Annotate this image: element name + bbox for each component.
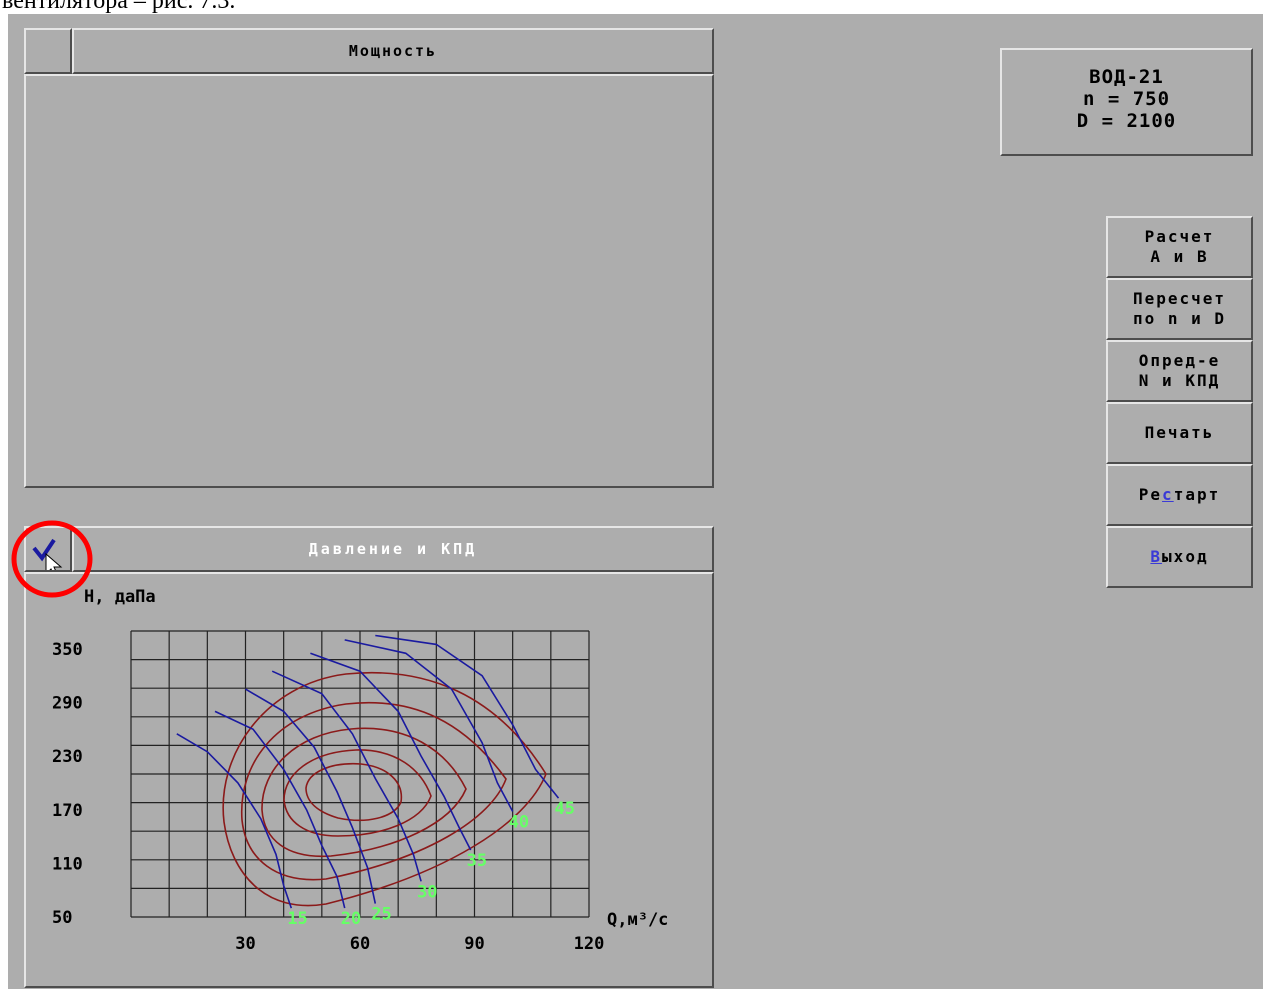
- efficiency-contour-4: [283, 749, 432, 837]
- recalc-label-2: по n и D: [1132, 309, 1227, 328]
- fan-speed: n = 750: [1082, 88, 1171, 110]
- curve-label-30: 30: [417, 882, 437, 902]
- x-tick-label: 60: [350, 934, 370, 954]
- pressure-panel-toggle[interactable]: [24, 526, 72, 572]
- mouse-cursor-icon: [45, 552, 63, 570]
- y-tick-label: 230: [52, 747, 83, 767]
- pressure-curve-45: [375, 634, 560, 799]
- chart-grid: [130, 630, 590, 918]
- program-screen: Мощность ВОД-21 n = 750 D = 2100 Расчет …: [8, 14, 1263, 989]
- curve-label-35: 35: [467, 851, 487, 871]
- efficiency-contour-1: [222, 671, 547, 907]
- fan-diameter: D = 2100: [1076, 110, 1177, 132]
- y-tick-label: 110: [52, 854, 83, 874]
- recalc-button[interactable]: Пересчет по n и D: [1106, 278, 1253, 340]
- determine-button[interactable]: Опред-е N и КПД: [1106, 340, 1253, 402]
- power-panel-title: Мощность: [348, 42, 438, 60]
- y-tick-label: 290: [52, 694, 83, 714]
- recalc-label-1: Пересчет: [1132, 289, 1227, 308]
- efficiency-contours: [222, 671, 547, 907]
- calc-ab-label-1: Расчет: [1144, 227, 1215, 246]
- x-tick-label: 120: [574, 934, 605, 954]
- pressure-chart-area: 15 20 25 30 35 40 45 30 60 90 120 50 110 170 230 290 35…: [24, 572, 714, 988]
- axis-labels: 30 60 90 120 50 110 170 230 290 350 H, даПа Q,м³/с: [52, 587, 668, 954]
- calc-ab-button[interactable]: Расчет А и В: [1106, 216, 1253, 278]
- x-tick-label: 30: [235, 934, 255, 954]
- pressure-panel-title: Давление и КПД: [308, 540, 478, 558]
- fan-model: ВОД-21: [1089, 66, 1164, 88]
- power-panel-title-bar: Мощность: [72, 28, 714, 74]
- determine-label-1: Опред-е: [1138, 351, 1221, 370]
- pressure-chart: 15 20 25 30 35 40 45 30 60 90 120 50 110 170 230 290 35…: [52, 587, 668, 954]
- exit-button[interactable]: Выход: [1106, 526, 1253, 588]
- print-label: Печать: [1144, 423, 1215, 442]
- restart-label-pre: Ре: [1138, 485, 1163, 504]
- restart-label-post: тарт: [1173, 485, 1221, 504]
- y-tick-label: 170: [52, 801, 83, 821]
- restart-button[interactable]: Рестарт: [1106, 464, 1253, 526]
- calc-ab-label-2: А и В: [1150, 247, 1209, 266]
- exit-label-post: ыход: [1162, 547, 1209, 566]
- x-tick-label: 90: [464, 934, 484, 954]
- y-tick-label: 350: [52, 640, 83, 660]
- restart-label: Рестарт: [1139, 485, 1220, 505]
- pressure-curve-40: [344, 639, 514, 812]
- y-axis-label: H, даПа: [84, 587, 156, 607]
- pressure-panel-title-bar: Давление и КПД: [72, 526, 714, 572]
- highlight-circle: [11, 520, 93, 598]
- pressure-curve-35: [310, 652, 472, 851]
- curve-label-20: 20: [341, 909, 361, 929]
- curve-label-15: 15: [287, 909, 307, 929]
- checkmark-icon: [32, 538, 63, 570]
- print-button[interactable]: Печать: [1106, 402, 1253, 464]
- fan-info-box: ВОД-21 n = 750 D = 2100: [1000, 48, 1253, 156]
- efficiency-contour-2: [240, 701, 507, 881]
- curve-label-40: 40: [509, 813, 529, 833]
- exit-label: Выход: [1150, 547, 1208, 567]
- exit-hotkey: В: [1150, 547, 1163, 566]
- document-text-strip: вентилятора – рис. 7.3.: [0, 0, 1263, 14]
- determine-label-2: N и КПД: [1138, 371, 1221, 390]
- curve-label-45: 45: [554, 799, 574, 819]
- pressure-curve-25: [245, 688, 377, 904]
- document-text: вентилятора – рис. 7.3.: [2, 0, 236, 14]
- pressure-curve-15: [176, 733, 293, 909]
- restart-hotkey: с: [1162, 485, 1174, 504]
- power-panel-corner-box: [24, 28, 72, 74]
- x-axis-label: Q,м³/с: [607, 910, 668, 930]
- curve-label-25: 25: [371, 905, 391, 925]
- pressure-curve-20: [214, 710, 346, 909]
- power-chart-area: [24, 74, 714, 488]
- y-tick-label: 50: [52, 908, 72, 928]
- pressure-curve-30: [271, 670, 422, 882]
- efficiency-contour-5: [305, 762, 403, 822]
- pressure-curves: 15 20 25 30 35 40 45: [176, 634, 575, 929]
- efficiency-contour-3: [261, 727, 467, 858]
